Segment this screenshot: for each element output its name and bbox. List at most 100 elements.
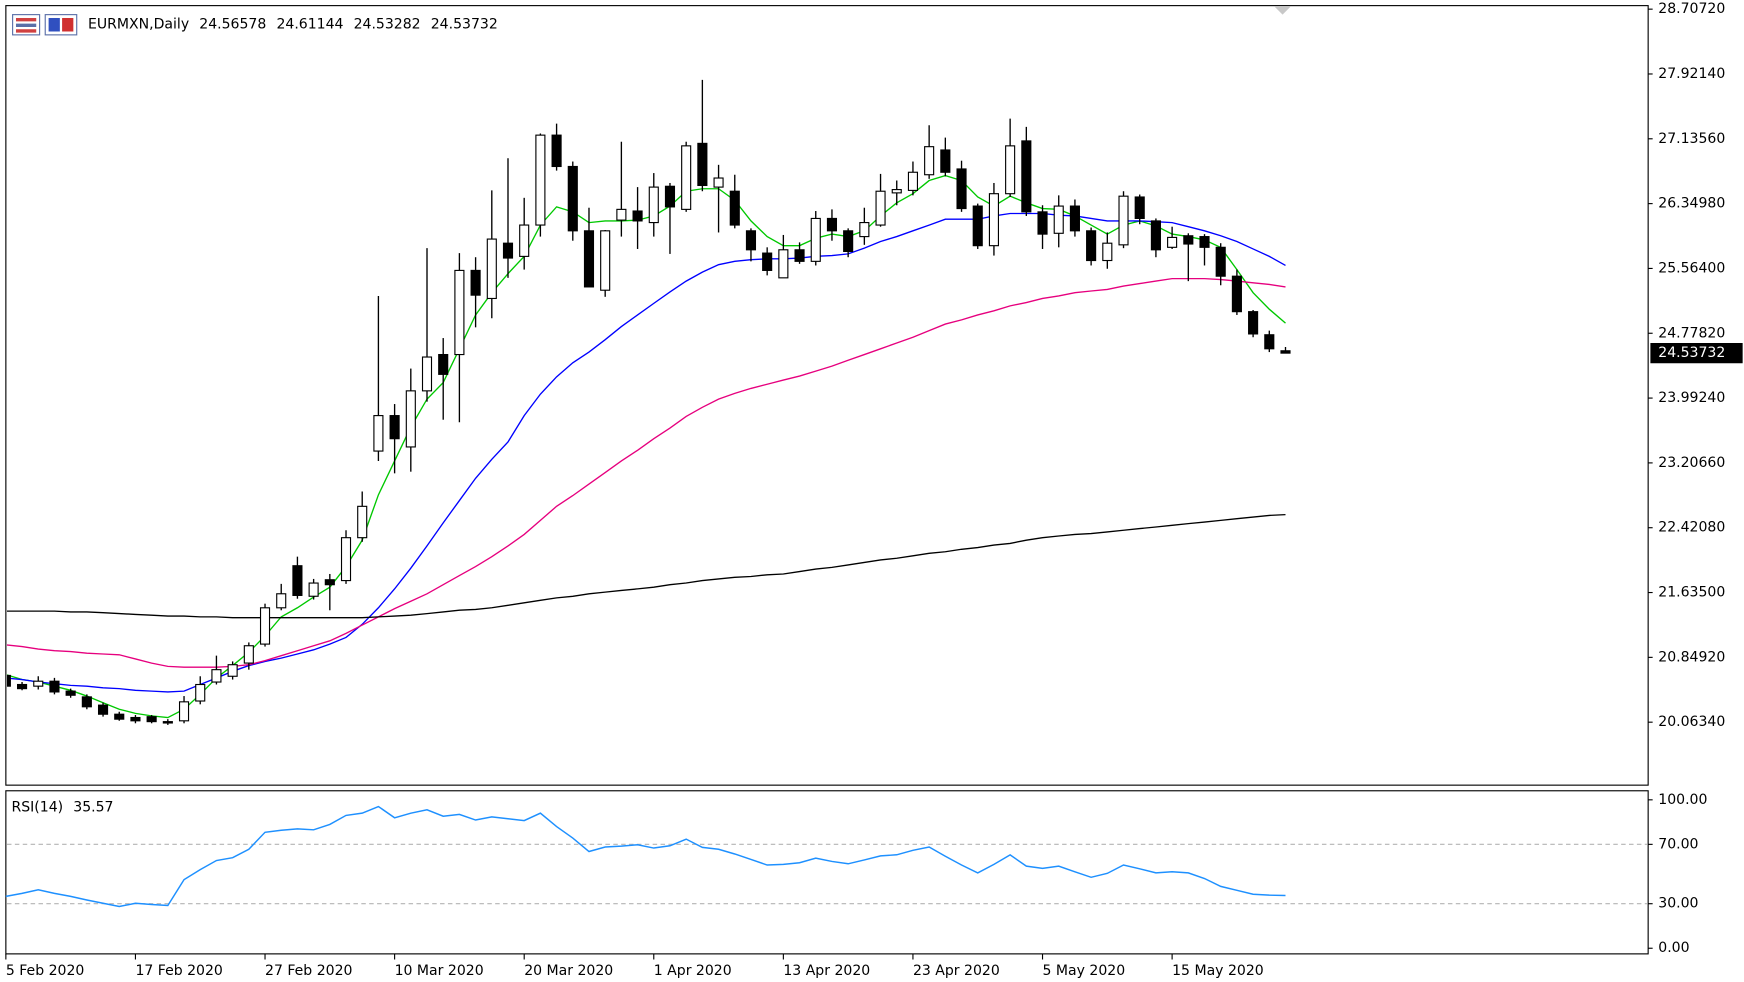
- header-value: 24.56578: [199, 17, 266, 33]
- y-tick-label: 20.06340: [1658, 714, 1725, 730]
- candle-body: [1102, 242, 1113, 262]
- candle-body: [308, 582, 319, 597]
- rsi-title: RSI(14) 35.57: [11, 800, 113, 816]
- candle-body: [1248, 311, 1259, 335]
- candle-body: [259, 607, 271, 645]
- candle-body: [502, 242, 514, 259]
- rsi-pane: [5, 790, 1649, 955]
- x-tick-label: 5 Feb 2020: [6, 963, 85, 979]
- candle-body: [988, 193, 999, 247]
- price-pane: [5, 5, 1649, 786]
- x-tick-label: 10 Mar 2020: [395, 963, 484, 979]
- candle-body: [33, 680, 44, 687]
- candle-body: [583, 230, 595, 288]
- x-tick-label: 27 Feb 2020: [265, 963, 352, 979]
- candle-body: [1069, 205, 1080, 232]
- candle-body: [1037, 211, 1048, 235]
- candle-body: [65, 690, 76, 696]
- candle-body: [81, 696, 92, 708]
- candle-body: [130, 716, 141, 722]
- candle-body: [535, 134, 546, 226]
- candle-body: [1231, 275, 1242, 313]
- moving-average: [6, 513, 1286, 619]
- y-tick-label: 100.00: [1658, 792, 1707, 808]
- x-tick-label: 20 Mar 2020: [524, 963, 613, 979]
- candle-body: [632, 210, 643, 222]
- candle-body: [697, 142, 708, 187]
- candle-body: [211, 669, 222, 683]
- candle-body: [1134, 196, 1145, 220]
- candle-body: [664, 185, 676, 208]
- candle-body: [1005, 145, 1016, 195]
- x-tick-label: 15 May 2020: [1172, 963, 1264, 979]
- candle-body: [470, 269, 481, 296]
- y-tick-label: 21.63500: [1658, 585, 1725, 601]
- header-value: 24.61144: [276, 17, 343, 33]
- candle-body: [324, 579, 335, 586]
- candle-body: [1215, 246, 1226, 277]
- icon: [15, 17, 37, 22]
- price-box: [1650, 343, 1743, 364]
- y-tick-label: 30.00: [1658, 896, 1698, 912]
- y-tick-label: 70.00: [1658, 836, 1698, 852]
- y-tick-label: 26.34980: [1658, 196, 1725, 212]
- candle-body: [243, 645, 254, 664]
- candle-body: [195, 683, 206, 702]
- candle-body: [97, 704, 109, 715]
- y-tick-label: 27.92140: [1658, 66, 1725, 82]
- candle-body: [1150, 220, 1161, 251]
- shift-marker: [1274, 6, 1291, 15]
- candle-body: [519, 224, 530, 257]
- y-tick-label: 20.84920: [1658, 649, 1725, 665]
- chart-title: EURMXN,Daily 24.56578 24.61144 24.53282 24.5…: [88, 17, 498, 33]
- header-icons: [12, 14, 78, 36]
- candle-body: [1118, 195, 1129, 246]
- candle-body: [826, 217, 838, 232]
- candle-body: [859, 222, 870, 238]
- candle-body: [713, 177, 724, 188]
- candle-body: [972, 205, 983, 247]
- candle-body: [1183, 235, 1194, 245]
- candle-body: [924, 146, 935, 176]
- candle-body: [762, 252, 773, 271]
- header-value: 35.57: [73, 800, 113, 816]
- candle-body: [178, 701, 190, 722]
- candle-body: [648, 186, 659, 224]
- y-tick-label: 27.13560: [1658, 131, 1725, 147]
- candle-body: [600, 230, 611, 291]
- candle-body: [6, 674, 11, 687]
- candle-body: [373, 415, 384, 452]
- candle-body: [940, 149, 951, 173]
- header-value: 24.53732: [431, 17, 498, 33]
- candle-body: [454, 269, 465, 356]
- candle-body: [438, 353, 449, 375]
- icon: [48, 17, 60, 32]
- candle-body: [778, 249, 789, 279]
- candle-body: [340, 537, 352, 582]
- candle-body: [745, 230, 757, 251]
- x-tick-label: 13 Apr 2020: [783, 963, 870, 979]
- candle-body: [486, 238, 497, 300]
- icon: [15, 23, 37, 27]
- plot: [6, 79, 1291, 725]
- candle-body: [1280, 350, 1291, 354]
- y-tick-label: 22.42080: [1658, 520, 1725, 536]
- candle-body: [1021, 140, 1032, 213]
- candle-body: [1053, 205, 1064, 234]
- candle-body: [875, 190, 886, 226]
- candle-body: [616, 208, 627, 221]
- moving-average: [6, 277, 1286, 668]
- candle-body: [146, 716, 157, 723]
- y-tick-label: 24.77820: [1658, 325, 1725, 341]
- candle-body: [114, 713, 125, 720]
- icon: [15, 29, 37, 33]
- y-tick-label: 23.99240: [1658, 390, 1725, 406]
- candle-body: [292, 565, 303, 596]
- candle-body: [421, 356, 433, 392]
- candle-body: [227, 664, 238, 677]
- icon: [62, 17, 74, 32]
- candle-body: [810, 217, 821, 262]
